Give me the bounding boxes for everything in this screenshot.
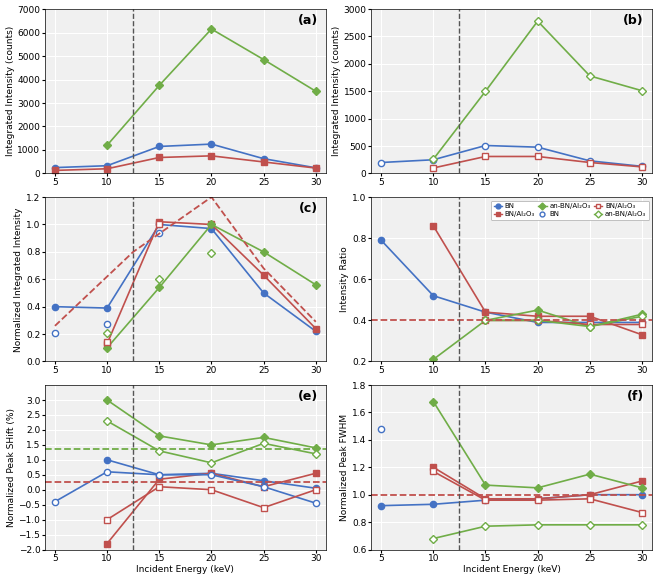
Text: (c): (c) <box>299 202 318 215</box>
Text: (a): (a) <box>297 14 318 27</box>
Y-axis label: Intensity Ratio: Intensity Ratio <box>340 246 349 312</box>
Y-axis label: Normalized Peak SHift (%): Normalized Peak SHift (%) <box>7 408 16 527</box>
Text: (b): (b) <box>623 14 644 27</box>
Text: (d): (d) <box>623 202 644 215</box>
Y-axis label: Integrated Intensity (counts): Integrated Intensity (counts) <box>332 26 341 157</box>
Y-axis label: Normalized Integrated Intensity: Normalized Integrated Intensity <box>14 207 23 351</box>
Text: (e): (e) <box>297 390 318 403</box>
Y-axis label: Integrated Intensity (counts): Integrated Intensity (counts) <box>5 26 14 157</box>
Y-axis label: Normalized Peak FWHM: Normalized Peak FWHM <box>340 414 349 521</box>
Legend: BN, BN/Al₂O₃, an-BN/Al₂O₃, BN, BN/Al₂O₃, an-BN/Al₂O₃: BN, BN/Al₂O₃, an-BN/Al₂O₃, BN, BN/Al₂O₃,… <box>491 201 649 220</box>
X-axis label: Incident Energy (keV): Incident Energy (keV) <box>136 566 234 574</box>
Text: (f): (f) <box>626 390 644 403</box>
X-axis label: Incident Energy (keV): Incident Energy (keV) <box>463 566 561 574</box>
